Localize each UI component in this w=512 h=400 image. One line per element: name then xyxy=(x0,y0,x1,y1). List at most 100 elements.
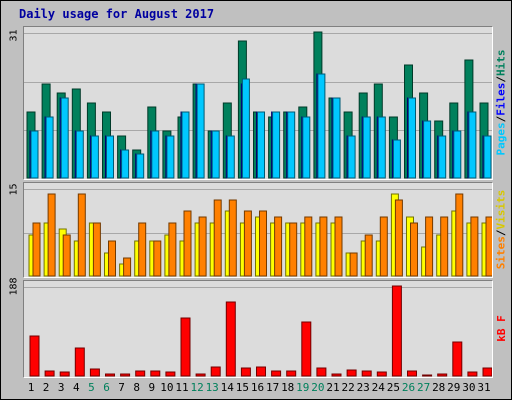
kb-bar xyxy=(44,370,55,377)
sites-bar xyxy=(425,216,434,277)
pages-bar xyxy=(106,135,114,179)
pages-bar xyxy=(438,135,447,179)
pages-bar xyxy=(302,116,311,179)
x-tick-label: 26 xyxy=(401,381,416,394)
x-tick-label: 28 xyxy=(432,381,446,394)
legend-kb: kB F xyxy=(494,314,508,342)
x-tick-label: 9 xyxy=(148,381,156,394)
x-tick-label: 27 xyxy=(416,381,431,394)
x-tick-label: 13 xyxy=(205,381,219,394)
kb-bar xyxy=(120,373,131,377)
kb-bar xyxy=(105,373,115,377)
chart-title: Daily usage for August 2017 xyxy=(19,7,215,21)
pages-bar xyxy=(272,111,281,179)
pages-bar xyxy=(257,111,265,179)
sites-bar xyxy=(304,216,313,277)
x-tick-label: 1 xyxy=(27,381,35,394)
sites-bar xyxy=(183,210,192,277)
sites-bar xyxy=(47,193,56,277)
x-tick-label: 25 xyxy=(386,381,401,394)
kb-bar xyxy=(256,366,266,377)
pages-bar xyxy=(90,135,99,179)
hits-panel xyxy=(23,26,493,180)
sites-bar xyxy=(274,216,283,277)
kb-bar xyxy=(89,368,100,377)
x-tick-label: 30 xyxy=(462,381,476,394)
kb-legend: kB F xyxy=(492,280,510,376)
sites-bar xyxy=(410,222,418,277)
kb-bar xyxy=(391,285,402,377)
kb-bar xyxy=(165,371,176,377)
sites-bar xyxy=(198,216,207,277)
kb-bar xyxy=(286,370,297,377)
sites-bar xyxy=(62,234,71,277)
sites-bar xyxy=(289,222,298,277)
x-tick-label: 17 xyxy=(265,381,280,394)
sites-bar xyxy=(228,199,237,277)
pages-bar xyxy=(408,97,416,179)
pages-bar xyxy=(121,149,130,179)
pages-bar xyxy=(60,97,69,179)
legend-sep-1: / xyxy=(494,115,508,122)
x-tick-label: 10 xyxy=(160,381,174,394)
sites-bar xyxy=(379,216,388,277)
kb-axis-max: 188 xyxy=(8,277,20,296)
pages-bar xyxy=(483,135,492,179)
kb-bar xyxy=(316,367,327,377)
kb-chart xyxy=(24,285,492,377)
pages-bar xyxy=(332,97,341,179)
sites-bar xyxy=(32,222,41,277)
pages-bar xyxy=(362,116,371,179)
kb-bar xyxy=(437,373,448,377)
pages-bar xyxy=(196,83,205,179)
sites-bar xyxy=(168,222,177,277)
kb-panel xyxy=(23,280,493,378)
sites-bar xyxy=(153,240,162,277)
pages-bar xyxy=(30,130,39,179)
legend-sep-3: / xyxy=(494,229,508,236)
pages-bar xyxy=(226,135,235,179)
pages-bar xyxy=(75,130,84,179)
kb-bar xyxy=(301,321,312,377)
x-tick-label: 6 xyxy=(103,381,110,394)
kb-bar xyxy=(467,371,478,377)
kb-bar xyxy=(331,373,342,377)
sites-bar xyxy=(364,234,373,277)
pages-bar xyxy=(181,111,190,179)
sites-bar xyxy=(243,210,252,277)
x-tick-label: 16 xyxy=(250,381,265,394)
kb-bar xyxy=(195,373,206,377)
kb-bar xyxy=(210,366,221,377)
kb-bar xyxy=(180,317,191,377)
pages-bar xyxy=(347,135,356,179)
sites-bar xyxy=(138,222,147,277)
x-tick-label: 11 xyxy=(175,381,189,394)
kb-bar xyxy=(422,374,433,377)
x-tick-label: 19 xyxy=(296,381,310,394)
kb-bar xyxy=(150,370,161,377)
x-tick-label: 12 xyxy=(190,381,204,394)
x-tick-label: 31 xyxy=(477,381,491,394)
pages-bar xyxy=(136,153,145,179)
pages-bar xyxy=(166,135,175,179)
hits-legend: Pages/Files/Hits xyxy=(492,26,510,178)
x-tick-label: 4 xyxy=(72,381,80,394)
legend-files: Files xyxy=(494,82,508,116)
sites-bar xyxy=(108,240,116,277)
visits-sites-chart xyxy=(24,189,492,277)
kb-bar xyxy=(482,367,492,377)
kb-bar xyxy=(346,369,357,377)
kb-bar xyxy=(376,371,387,377)
kb-bar xyxy=(135,370,146,377)
sites-bar xyxy=(319,216,328,277)
kb-bar xyxy=(407,370,417,377)
kb-bar xyxy=(59,371,70,377)
sites-bar xyxy=(470,216,479,277)
x-tick-label: 21 xyxy=(326,381,340,394)
legend-hits: Hits xyxy=(494,49,508,76)
kb-bar xyxy=(271,370,282,377)
x-tick-label: 18 xyxy=(281,381,295,394)
x-tick-label: 23 xyxy=(356,381,370,394)
kb-bar xyxy=(29,335,40,377)
